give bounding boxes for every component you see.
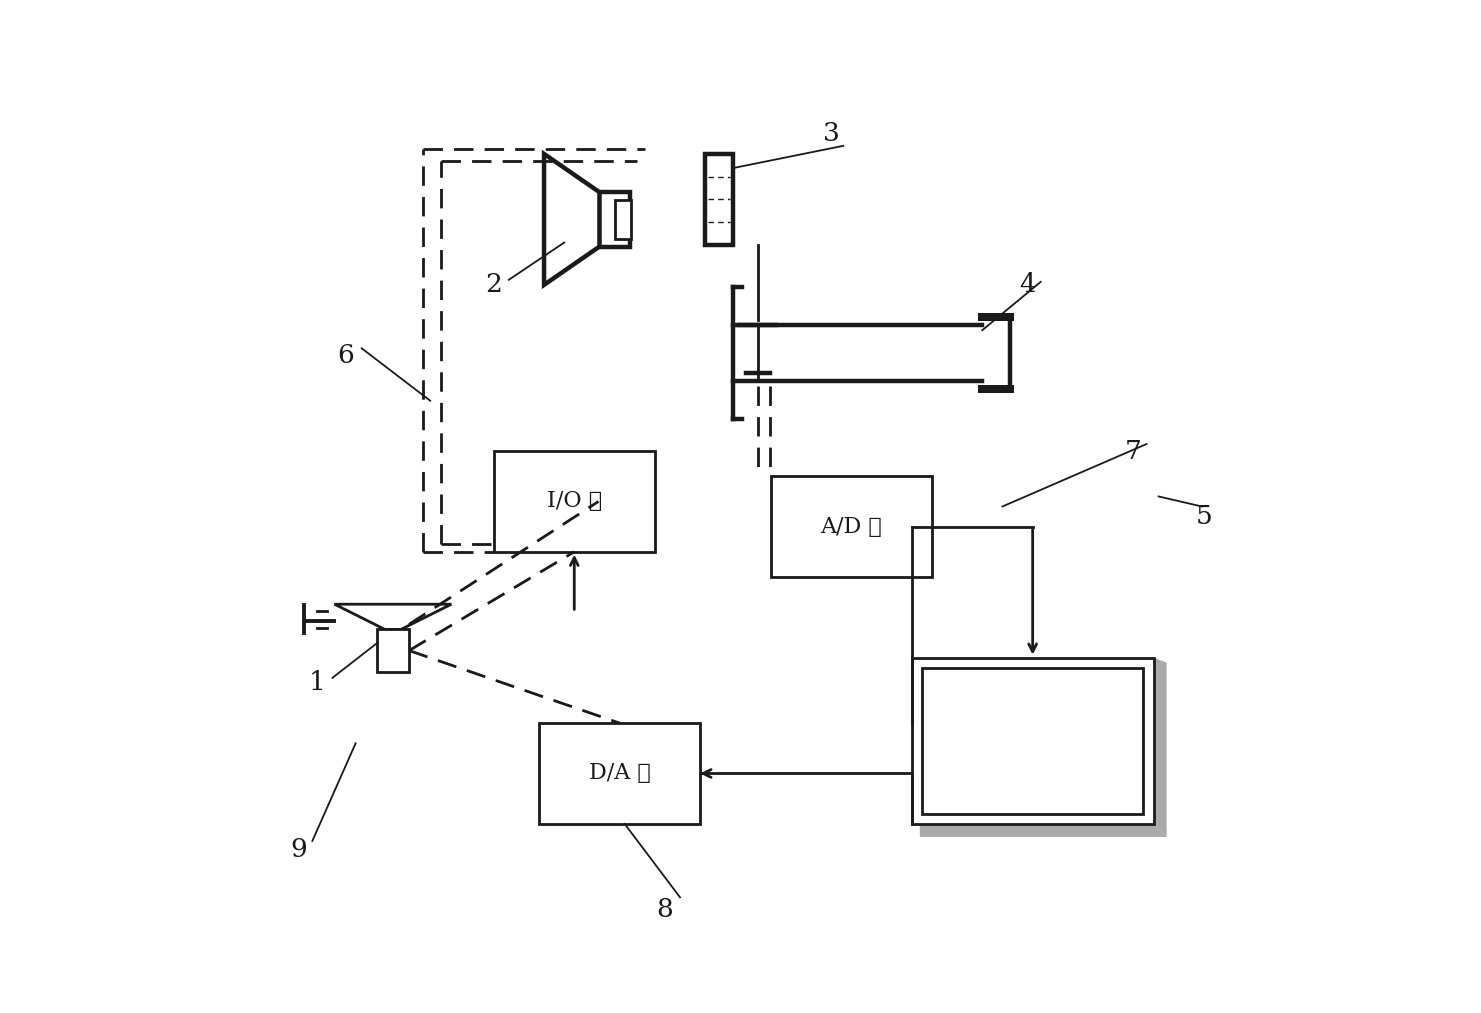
Text: A/D 卡: A/D 卡 [820, 516, 883, 538]
Text: 5: 5 [1195, 504, 1213, 529]
Text: 1: 1 [310, 671, 326, 695]
Text: I/O 卡: I/O 卡 [546, 490, 601, 513]
Bar [600, 192, 629, 246]
Polygon shape [920, 824, 1167, 837]
Text: 9: 9 [290, 837, 308, 861]
Bar [376, 629, 409, 672]
Text: 4: 4 [1019, 272, 1037, 298]
Bar [539, 723, 701, 824]
Text: 3: 3 [823, 122, 840, 146]
Bar [912, 657, 1154, 824]
Bar [615, 201, 631, 238]
Bar [705, 154, 733, 244]
Text: D/A 卡: D/A 卡 [589, 763, 650, 784]
Polygon shape [1154, 657, 1167, 837]
Polygon shape [335, 604, 452, 629]
Text: 2: 2 [486, 272, 502, 298]
Polygon shape [544, 154, 600, 285]
Text: 7: 7 [1126, 439, 1142, 464]
Bar [493, 451, 655, 552]
Bar [921, 668, 1143, 813]
Bar [770, 476, 932, 577]
Text: 6: 6 [338, 342, 354, 368]
Text: 8: 8 [656, 897, 674, 922]
